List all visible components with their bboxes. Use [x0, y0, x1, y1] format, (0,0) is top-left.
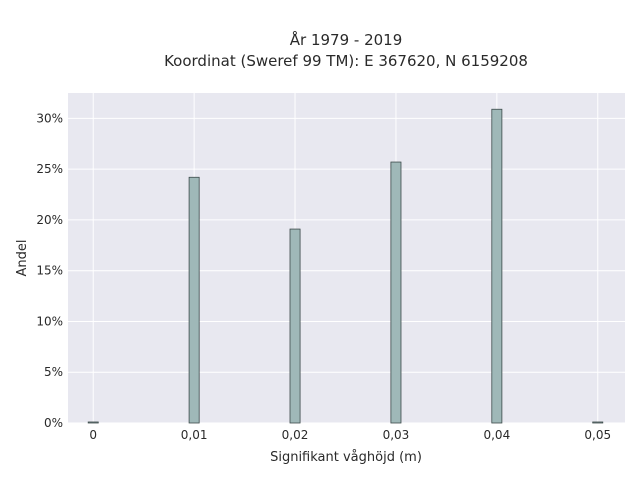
x-tick-labels: 0 0,01 0,02 0,03 0,04 0,05 — [89, 428, 611, 442]
y-tick-label: 20% — [36, 213, 63, 227]
x-tick-label: 0,01 — [181, 428, 208, 442]
y-tick-label: 30% — [36, 111, 63, 125]
bar — [87, 421, 99, 424]
bar — [390, 161, 402, 424]
x-tick-label: 0,03 — [383, 428, 410, 442]
y-tick-label: 5% — [44, 365, 63, 379]
y-axis-label: Andel — [15, 240, 30, 277]
bar — [289, 228, 301, 424]
y-tick-label: 15% — [36, 264, 63, 278]
x-tick-label: 0,02 — [282, 428, 309, 442]
plot-area — [68, 93, 625, 423]
chart-title-line-2: Koordinat (Sweref 99 TM): E 367620, N 61… — [164, 52, 528, 70]
y-tick-labels: 0% 5% 10% 15% 20% 25% 30% — [36, 111, 63, 430]
chart-title-line-1: År 1979 - 2019 — [290, 30, 403, 49]
x-tick-label: 0,05 — [584, 428, 611, 442]
bars — [87, 108, 604, 424]
bar — [491, 108, 503, 424]
x-tick-label: 0 — [89, 428, 97, 442]
y-tick-label: 10% — [36, 314, 63, 328]
x-tick-label: 0,04 — [483, 428, 510, 442]
x-axis-label: Signifikant våghöjd (m) — [270, 450, 422, 465]
bar — [188, 176, 200, 424]
y-tick-label: 0% — [44, 416, 63, 430]
bar — [592, 421, 604, 424]
y-tick-label: 25% — [36, 162, 63, 176]
